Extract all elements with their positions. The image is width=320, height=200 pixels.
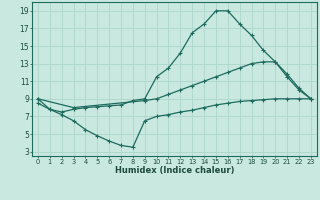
X-axis label: Humidex (Indice chaleur): Humidex (Indice chaleur) <box>115 166 234 175</box>
